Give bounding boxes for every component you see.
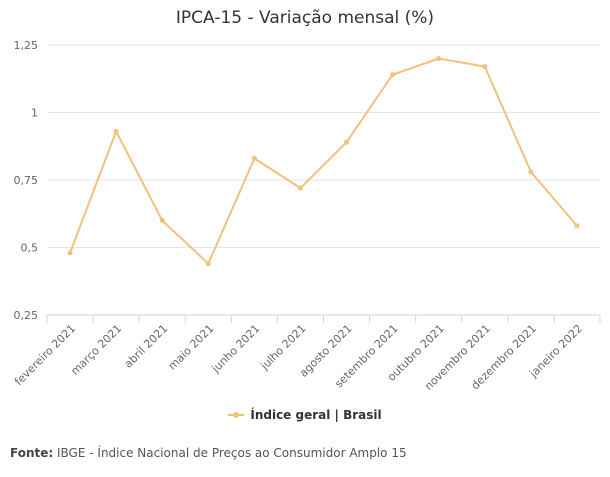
source-text: IBGE - Índice Nacional de Preços ao Cons… xyxy=(57,446,407,460)
legend[interactable]: Índice geral | Brasil xyxy=(0,408,610,422)
data-point[interactable] xyxy=(159,218,165,223)
data-point[interactable] xyxy=(390,72,396,78)
data-point[interactable] xyxy=(297,185,303,191)
x-axis xyxy=(46,314,601,323)
data-point[interactable] xyxy=(67,250,73,256)
data-point[interactable] xyxy=(113,128,119,134)
series-line xyxy=(69,57,578,265)
x-tick-label: fevereiro 2021 xyxy=(12,322,78,388)
y-tick-label: 1 xyxy=(31,107,38,120)
x-tick-label: junho 2021 xyxy=(209,322,263,376)
data-point[interactable] xyxy=(482,64,488,70)
y-tick-label: 0,25 xyxy=(14,309,39,322)
grid-lines xyxy=(47,44,600,248)
data-point[interactable] xyxy=(436,56,442,61)
x-tick-label: abril 2021 xyxy=(122,322,171,371)
y-tick-label: 0,75 xyxy=(14,174,39,187)
chart-title: IPCA-15 - Variação mensal (%) xyxy=(175,8,435,28)
series-layer xyxy=(67,56,580,267)
source-note: Fonte: IBGE - Índice Nacional de Preços … xyxy=(10,446,407,460)
legend-label: Índice geral | Brasil xyxy=(250,408,382,422)
y-tick-label: 1,25 xyxy=(14,39,39,52)
source-label: Fonte: xyxy=(10,446,54,460)
data-point[interactable] xyxy=(344,139,350,145)
data-point[interactable] xyxy=(528,169,534,175)
data-point[interactable] xyxy=(251,155,257,161)
y-axis-tick-labels: 0,25 0,5 0,75 1 1,25 xyxy=(14,39,39,322)
data-point[interactable] xyxy=(205,261,211,267)
legend-swatch-icon xyxy=(228,410,245,420)
data-point[interactable] xyxy=(574,223,580,229)
y-tick-label: 0,5 xyxy=(21,242,39,255)
